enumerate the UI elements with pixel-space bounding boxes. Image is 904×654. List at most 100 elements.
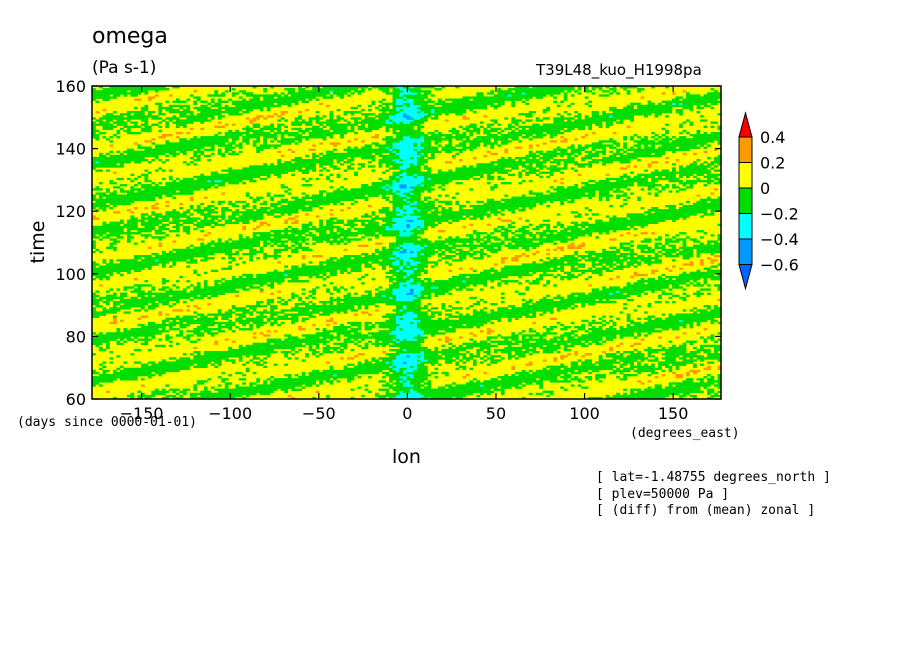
field-cell [235,319,264,323]
field-cell [266,192,271,195]
field-cell [175,227,180,231]
field-cell [210,179,215,183]
field-cell [675,102,680,106]
field-cell [598,355,603,358]
field-cell [161,263,166,266]
field-cell [322,369,383,373]
field-cell [249,119,257,122]
field-cell [434,376,439,379]
field-cell [235,144,243,147]
field-cell [259,332,264,335]
field-cell [511,119,523,122]
field-cell [679,246,722,250]
field-cell [577,165,586,168]
field-cell [119,152,124,156]
field-cell [140,342,149,346]
field-cell [451,219,460,222]
field-cell [305,242,309,245]
field-cell [567,336,575,339]
field-cell [668,244,676,247]
field-cell [413,369,428,373]
field-cell [95,138,100,141]
field-cell [490,90,495,93]
field-cell [193,154,201,158]
field-cell [500,269,558,273]
field-cell [486,353,491,356]
field-cell [203,280,208,283]
field-cell [354,146,358,149]
field-cell [633,133,638,137]
field-cell [598,192,610,195]
field-cell [396,179,400,183]
field-cell [567,338,603,341]
field-cell [472,359,477,362]
field-cell [361,119,386,122]
field-cell [665,234,669,237]
field-cell [486,198,495,202]
field-cell [217,200,226,204]
field-cell [588,217,592,220]
field-cell [214,223,226,227]
field-cell [98,86,103,89]
field-cell [490,242,505,245]
field-cell [409,380,425,383]
field-cell [392,365,397,368]
field-cell [710,125,715,129]
field-cell [214,102,222,106]
field-cell [525,348,537,352]
field-cell [409,257,428,260]
field-cell [329,367,334,371]
field-cell [315,384,320,387]
field-cell [329,257,337,260]
field-cell [189,138,229,141]
field-cell [385,225,390,229]
field-cell [378,290,393,293]
field-cell [700,119,708,122]
field-cell [406,265,411,268]
field-cell [389,286,400,289]
field-cell [102,236,110,239]
field-cell [249,165,316,168]
field-cell [661,313,666,316]
field-cell [196,211,205,214]
field-cell [574,223,648,227]
field-cell [172,309,184,312]
field-cell [315,346,320,350]
field-cell [389,328,397,331]
field-cell [242,92,254,95]
field-cell [238,346,295,350]
field-cell [686,94,701,97]
field-cell [140,365,191,368]
field-cell [403,175,414,179]
field-cell [224,338,229,341]
field-cell [249,325,254,329]
field-cell [382,384,393,387]
field-cell [437,169,442,172]
field-cell [389,111,400,114]
field-cell [245,236,250,239]
field-cell [291,292,295,295]
field-cell [521,330,526,333]
field-cell [420,111,425,114]
field-cell [403,138,425,141]
field-cell [497,177,505,181]
field-cell [658,275,662,279]
field-cell [329,273,337,277]
field-cell [308,131,348,135]
field-cell [172,284,177,287]
field-cell [347,227,351,231]
field-cell [140,184,152,187]
field-cell [560,140,568,143]
field-cell [168,104,191,108]
field-cell [413,365,418,368]
field-cell [668,277,673,281]
field-cell [686,373,690,377]
field-cell [396,152,418,156]
field-cell [654,194,659,197]
field-cell [326,361,330,364]
field-cell [147,111,156,114]
field-cell [357,127,379,131]
field-cell [214,365,219,368]
field-cell [249,255,254,258]
field-cell [444,113,449,116]
